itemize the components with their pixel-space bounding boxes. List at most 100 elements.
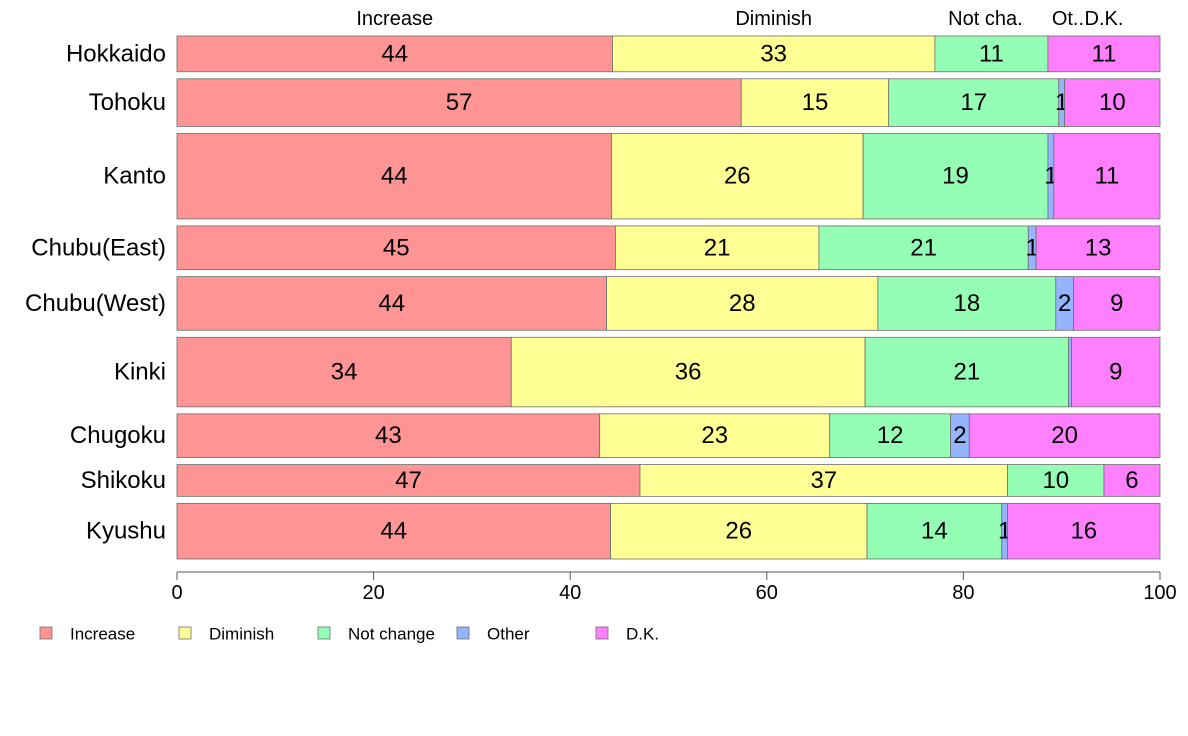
value-label: 1 xyxy=(1026,234,1039,261)
legend-label: Diminish xyxy=(209,625,274,644)
value-label: 26 xyxy=(725,518,752,545)
bar-segment-diminish xyxy=(599,413,831,458)
bar-segment-not-change xyxy=(934,35,1049,73)
value-label: 10 xyxy=(1099,89,1126,116)
x-tick-label: 40 xyxy=(559,582,581,604)
bar-segment-increase xyxy=(176,276,607,331)
legend: Increase Diminish Not change Other D.K. xyxy=(39,625,659,644)
x-tick-label: 80 xyxy=(952,582,974,604)
legend-item-diminish: Diminish xyxy=(178,625,274,644)
category-label: Chubu(West) xyxy=(25,290,166,317)
bar-row-tohoku: Tohoku 57 15 17 1 10 xyxy=(89,78,1161,127)
top-label-other: Ot.. xyxy=(1052,8,1084,30)
value-label: 9 xyxy=(1110,290,1123,317)
value-label: 43 xyxy=(375,422,402,449)
category-label: Tohoku xyxy=(89,89,166,116)
legend-label: D.K. xyxy=(626,625,659,644)
value-label: 20 xyxy=(1051,422,1078,449)
bar-segment-diminish xyxy=(611,133,864,220)
value-label: 16 xyxy=(1070,518,1097,545)
value-label: 23 xyxy=(701,422,728,449)
legend-swatch xyxy=(456,626,470,640)
value-label: 14 xyxy=(921,518,948,545)
x-tick-label: 0 xyxy=(171,582,182,604)
category-label: Chugoku xyxy=(70,422,166,449)
value-label: 36 xyxy=(675,359,702,386)
x-tick-label: 100 xyxy=(1143,582,1176,604)
value-label: 44 xyxy=(378,290,405,317)
value-label: 44 xyxy=(380,518,407,545)
top-label-increase: Increase xyxy=(356,8,433,30)
bar-row-chugoku: Chugoku 43 23 12 2 20 xyxy=(70,413,1161,458)
bar-segment-increase xyxy=(176,35,613,73)
top-label-not-change: Not cha. xyxy=(948,8,1022,30)
category-label: Kanto xyxy=(103,163,166,190)
value-label: 21 xyxy=(704,234,731,261)
bar-segment-other xyxy=(1068,336,1072,408)
legend-item-d-k: D.K. xyxy=(595,625,659,644)
legend-swatch xyxy=(39,626,53,640)
bar-segment-d-k xyxy=(1071,336,1161,408)
value-label: 44 xyxy=(381,163,408,190)
value-label: 21 xyxy=(953,359,980,386)
legend-label: Not change xyxy=(348,625,435,644)
bar-segment-increase xyxy=(176,225,616,271)
value-label: 6 xyxy=(1125,467,1138,494)
value-label: 11 xyxy=(979,40,1004,67)
bar-segment-diminish xyxy=(740,78,890,127)
value-label: 28 xyxy=(729,290,756,317)
bar-row-kinki: Kinki 34 36 21 9 xyxy=(114,336,1161,408)
legend-swatch xyxy=(317,626,331,640)
bar-segment-d-k xyxy=(1064,78,1161,127)
legend-swatch xyxy=(178,626,192,640)
bar-row-chubu-east: Chubu(East) 45 21 21 1 13 xyxy=(31,225,1161,271)
bar-row-chubu-west: Chubu(West) 44 28 18 2 9 xyxy=(25,276,1161,331)
bar-segment-d-k xyxy=(1035,225,1161,271)
bar-row-kanto: Kanto 44 26 19 1 11 xyxy=(103,133,1161,220)
x-tick-label: 20 xyxy=(362,582,384,604)
legend-item-other: Other xyxy=(456,625,530,644)
value-label: 21 xyxy=(910,234,937,261)
value-label: 11 xyxy=(1092,40,1117,67)
value-label: 11 xyxy=(1094,163,1119,190)
x-tick-label: 60 xyxy=(756,582,778,604)
bar-segment-d-k xyxy=(1007,502,1161,560)
value-label: 34 xyxy=(331,359,358,386)
value-label: 12 xyxy=(877,422,904,449)
value-label: 33 xyxy=(760,40,787,67)
top-category-labels: Increase Diminish Not cha. Ot.. D.K. xyxy=(356,8,1123,30)
category-label: Hokkaido xyxy=(66,40,166,67)
bar-segment-increase xyxy=(176,502,611,560)
bar-segment-diminish xyxy=(610,502,868,560)
legend-label: Other xyxy=(487,625,530,644)
bar-segment-diminish xyxy=(639,464,1009,497)
top-label-d-k: D.K. xyxy=(1085,8,1124,30)
bar-segment-diminish xyxy=(615,225,820,271)
bar-segment-not-change xyxy=(866,502,1003,560)
bar-row-shikoku: Shikoku 47 37 10 6 xyxy=(81,464,1161,497)
bar-segment-increase xyxy=(176,133,612,220)
value-label: 2 xyxy=(1058,290,1071,317)
value-label: 57 xyxy=(446,89,473,116)
category-label: Chubu(East) xyxy=(31,234,166,261)
value-label: 45 xyxy=(383,234,410,261)
bar-segment-increase xyxy=(176,78,742,127)
value-label: 2 xyxy=(953,422,966,449)
bar-segment-d-k xyxy=(1053,133,1161,220)
bar-row-hokkaido: Hokkaido 44 33 11 11 xyxy=(66,35,1161,73)
value-label: 9 xyxy=(1109,359,1122,386)
bar-segment-d-k xyxy=(1047,35,1161,73)
bar-segment-d-k xyxy=(968,413,1161,458)
legend-swatch xyxy=(595,626,609,640)
value-label: 37 xyxy=(810,467,837,494)
bar-segment-diminish xyxy=(606,276,879,331)
legend-label: Increase xyxy=(70,625,135,644)
bar-segment-not-change xyxy=(862,133,1049,220)
category-label: Kyushu xyxy=(86,518,166,545)
bar-segment-d-k xyxy=(1073,276,1161,331)
category-label: Shikoku xyxy=(81,467,166,494)
value-label: 15 xyxy=(802,89,829,116)
legend-item-increase: Increase xyxy=(39,625,135,644)
